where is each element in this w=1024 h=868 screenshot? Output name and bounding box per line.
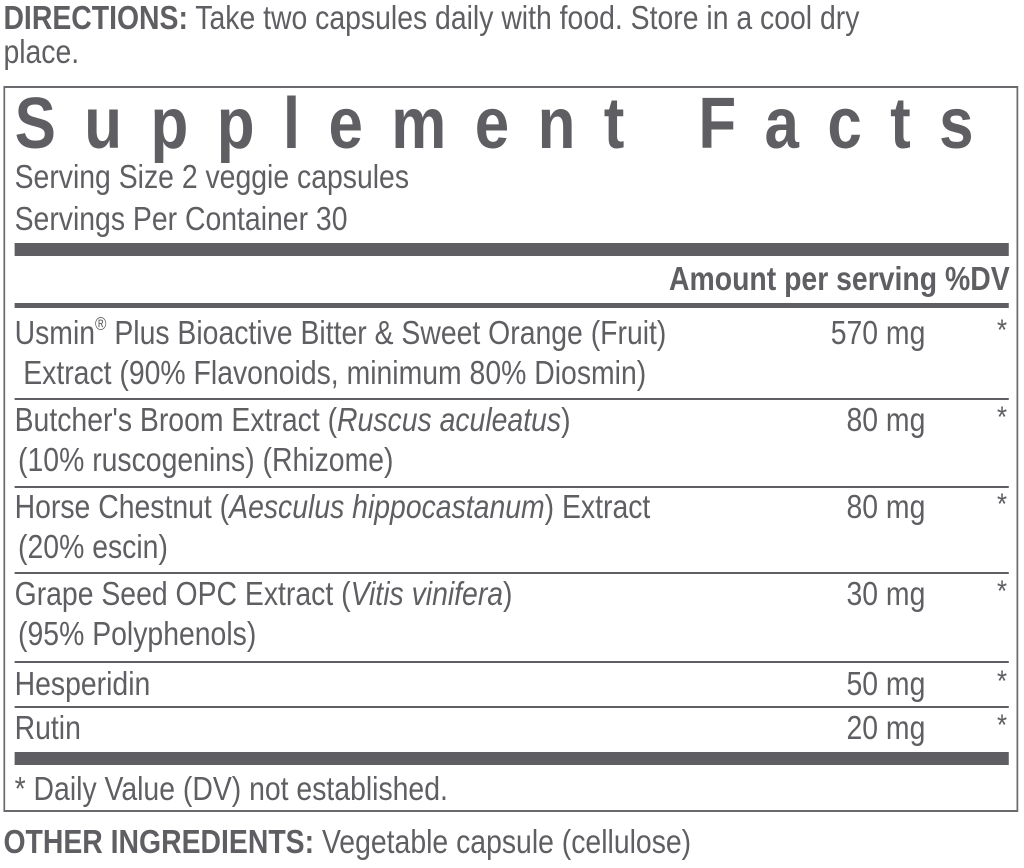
amount-header: Amount per serving (669, 260, 938, 297)
ingredient-dv: * (997, 488, 1008, 521)
ingredient-name: Horse Chestnut (Aesculus hippocastanum) … (14, 488, 651, 565)
directions-text: Take two capsules daily with food. Store… (195, 0, 860, 36)
other-ingredients-label: OTHER INGREDIENTS: (3, 823, 315, 860)
supplement-facts-box (3, 86, 1019, 812)
ingredient-dv: * (997, 709, 1008, 742)
directions: DIRECTIONS: Take two capsules daily with… (3, 0, 859, 38)
ingredient-amount: 50 mg (846, 665, 926, 702)
supplement-facts-title: Supplement Facts (14, 84, 1003, 164)
other-ingredients: OTHER INGREDIENTS: Vegetable capsule (ce… (3, 822, 691, 862)
ingredient-amount: 80 mg (846, 401, 926, 438)
ingredient-name: Butcher's Broom Extract (Ruscus aculeatu… (14, 401, 571, 478)
ingredient-name: Rutin (14, 709, 81, 746)
ingredient-name: Usmin® Plus Bioactive Bitter & Sweet Ora… (14, 314, 667, 391)
serving-size: Serving Size 2 veggie capsules (14, 158, 410, 195)
row-divider (14, 486, 1009, 488)
ingredient-amount: 80 mg (846, 488, 926, 525)
ingredient-dv: * (997, 401, 1008, 434)
ingredient-name: Grape Seed OPC Extract (Vitis vinifera)(… (14, 575, 513, 652)
ingredient-amount: 570 mg (830, 314, 926, 351)
header-divider (14, 303, 1009, 308)
ingredient-dv: * (997, 575, 1008, 608)
directions-label: DIRECTIONS: (3, 0, 188, 36)
other-ingredients-text: Vegetable capsule (cellulose) (321, 823, 692, 860)
ingredient-dv: * (997, 314, 1008, 347)
ingredient-amount: 30 mg (846, 575, 926, 612)
directions-text-cont: place. (3, 33, 80, 70)
row-divider (14, 661, 1009, 663)
ingredient-name: Hesperidin (14, 665, 151, 702)
row-divider (14, 706, 1009, 708)
column-header: Amount per serving %DV (669, 259, 1010, 299)
thick-divider (14, 752, 1009, 765)
dv-header: %DV (944, 260, 1010, 297)
ingredient-amount: 20 mg (846, 709, 926, 746)
servings-per-container: Servings Per Container 30 (14, 200, 348, 237)
thick-divider (14, 243, 1009, 256)
footnote: * Daily Value (DV) not established. (14, 770, 448, 807)
ingredient-dv: * (997, 665, 1008, 698)
row-divider (14, 572, 1009, 574)
row-divider (14, 398, 1009, 400)
